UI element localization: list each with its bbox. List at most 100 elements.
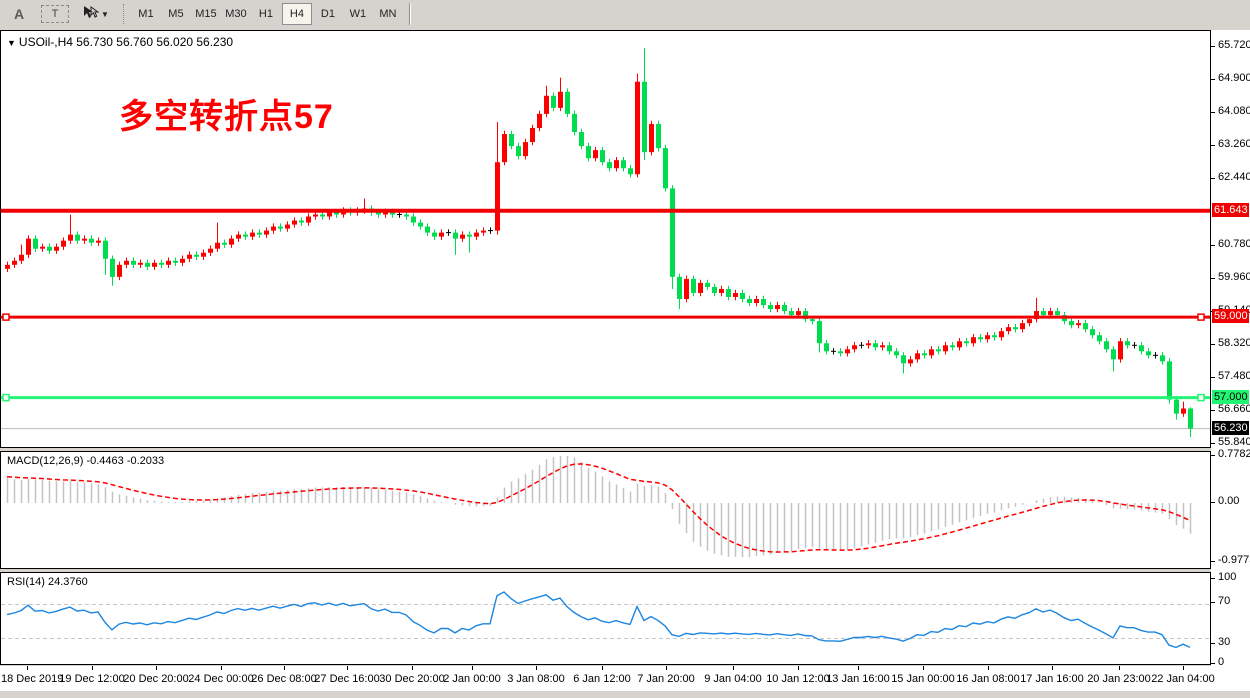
time-tick-label: 13 Jan 16:00	[826, 673, 890, 685]
axis-tick-label: 0	[1218, 656, 1225, 668]
time-tick-label: 22 Jan 04:00	[1151, 673, 1215, 685]
macd-svg[interactable]	[1, 452, 1210, 568]
timeframe-button-m1[interactable]: M1	[138, 8, 154, 20]
cursor-tool-button[interactable]: ▼	[80, 4, 112, 24]
time-tick-label: 3 Jan 08:00	[507, 673, 565, 685]
macd-panel[interactable]: MACD(12,26,9) -0.4463 -0.2033	[0, 451, 1211, 569]
toolbar: A T ▼ M1 M5 M15 M30 H1 H4 D1 W1 MN	[0, 0, 1250, 29]
axis-tick-label: 59.960	[1218, 270, 1250, 283]
hline-handle[interactable]	[2, 313, 10, 321]
chart-window: ▼ USOil-,H4 56.730 56.760 56.020 56.230 多…	[0, 28, 1250, 698]
axis-tick-mark	[1211, 111, 1215, 113]
time-tick-label: 10 Jan 12:00	[766, 673, 830, 685]
time-tick-label: 6 Jan 12:00	[573, 673, 631, 685]
annotation-text: 多空转折点57	[119, 98, 334, 136]
rsi-panel[interactable]: RSI(14) 24.3760	[0, 572, 1211, 665]
axis-tick-mark	[1211, 177, 1215, 179]
time-tick-mark	[221, 666, 222, 670]
time-tick-mark	[472, 666, 473, 670]
axis-tick-mark	[1211, 663, 1215, 664]
hline-handle[interactable]	[2, 393, 10, 402]
time-axis[interactable]: 18 Dec 2019 19 Dec 12:00 20 Dec 20:00 24 De…	[0, 666, 1250, 690]
axis-tick-mark	[1211, 561, 1215, 562]
axis-tick-label: 55.840	[1218, 436, 1250, 449]
axis-tick-label: -0.9773	[1218, 554, 1250, 566]
axis-tick-label: 63.260	[1218, 137, 1250, 150]
time-tick-label: 18 Dec 2019	[1, 673, 64, 685]
price-line-label: 56.230	[1212, 420, 1249, 435]
price-line-label: 61.643	[1212, 202, 1249, 217]
axis-tick-label: 56.660	[1218, 403, 1250, 416]
axis-tick-mark	[1211, 244, 1215, 246]
axis-tick-mark	[1211, 277, 1215, 279]
timeframe-button-m15[interactable]: M15	[195, 8, 217, 20]
macd-title: MACD(12,26,9) -0.4463 -0.2033	[7, 455, 165, 467]
price-line-label: 59.000	[1212, 309, 1249, 324]
axis-tick-label: 64.900	[1218, 71, 1250, 84]
axis-tick-mark	[1211, 343, 1215, 345]
axis-tick-mark	[1211, 578, 1215, 579]
time-tick-mark	[858, 666, 859, 670]
time-tick-label: 19 Dec 12:00	[59, 673, 125, 685]
text-box-tool-button[interactable]: T	[41, 5, 69, 23]
axis-tick-mark	[1211, 602, 1215, 603]
time-tick-label: 24 Dec 00:00	[188, 673, 254, 685]
toolbar-separator	[408, 3, 411, 25]
time-tick-label: 16 Jan 08:00	[956, 673, 1020, 685]
axis-tick-mark	[1211, 443, 1215, 445]
time-tick-label: 27 Dec 16:00	[314, 673, 380, 685]
time-tick-label: 17 Jan 16:00	[1020, 673, 1084, 685]
time-tick-label: 30 Dec 20:00	[379, 673, 445, 685]
hline-handle[interactable]	[1197, 393, 1205, 402]
axis-tick-label: 57.480	[1218, 370, 1250, 383]
rsi-svg[interactable]	[1, 573, 1210, 664]
axis-tick-label: 60.780	[1218, 237, 1250, 250]
timeframe-button-mn[interactable]: MN	[379, 8, 397, 20]
axis-tick-label: 0.00	[1218, 495, 1240, 507]
timeframe-bar: M1 M5 M15 M30 H1 H4 D1 W1 MN	[131, 3, 403, 25]
axis-tick-mark	[1211, 643, 1215, 644]
time-tick-mark	[536, 666, 537, 670]
time-tick-mark	[412, 666, 413, 670]
toolbar-grip[interactable]	[122, 4, 125, 24]
time-tick-mark	[347, 666, 348, 670]
bottom-strip	[0, 690, 1250, 698]
timeframe-button-m5[interactable]: M5	[168, 8, 184, 20]
axis-tick-label: 70	[1218, 595, 1231, 607]
time-tick-label: 20 Dec 20:00	[123, 673, 189, 685]
time-tick-label: 15 Jan 00:00	[891, 673, 955, 685]
time-tick-mark	[156, 666, 157, 670]
timeframe-button-m30[interactable]: M30	[225, 8, 247, 20]
axis-tick-label: 64.080	[1218, 104, 1250, 117]
time-tick-mark	[27, 666, 28, 670]
axis-tick-mark	[1211, 502, 1215, 503]
time-tick-mark	[666, 666, 667, 670]
main-chart-panel[interactable]: ▼ USOil-,H4 56.730 56.760 56.020 56.230 多…	[0, 30, 1211, 448]
timeframe-button-d1[interactable]: D1	[320, 8, 335, 20]
time-tick-mark	[602, 666, 603, 670]
axis-tick-label: 0.7782	[1218, 448, 1250, 460]
axis-tick-label: 62.440	[1218, 170, 1250, 183]
time-tick-mark	[733, 666, 734, 670]
axis-tick-mark	[1211, 455, 1215, 456]
axis-tick-label: 30	[1218, 636, 1231, 648]
axis-tick-label: 65.720	[1218, 38, 1250, 51]
time-tick-mark	[1119, 666, 1120, 670]
chevron-down-icon: ▼	[101, 9, 109, 19]
time-tick-mark	[1183, 666, 1184, 670]
timeframe-button-h4[interactable]: H4	[281, 3, 312, 25]
main-chart-svg[interactable]	[1, 31, 1210, 447]
text-tool-button[interactable]: A	[13, 6, 25, 22]
symbol-title: ▼ USOil-,H4 56.730 56.760 56.020 56.230	[7, 35, 233, 49]
axis-tick-label: 58.320	[1218, 336, 1250, 349]
hline-handle[interactable]	[1197, 313, 1205, 321]
timeframe-button-h1[interactable]: H1	[258, 8, 273, 20]
symbol-dropdown-icon[interactable]: ▼	[7, 38, 16, 48]
axis-tick-mark	[1211, 45, 1215, 47]
price-axis[interactable]: 65.720 64.900 64.080 63.260 62.440 60.780 59.9…	[1211, 30, 1250, 668]
time-tick-label: 2 Jan 00:00	[443, 673, 501, 685]
price-line-label: 57.000	[1212, 389, 1249, 404]
axis-tick-mark	[1211, 78, 1215, 80]
timeframe-button-w1[interactable]: W1	[349, 8, 367, 20]
